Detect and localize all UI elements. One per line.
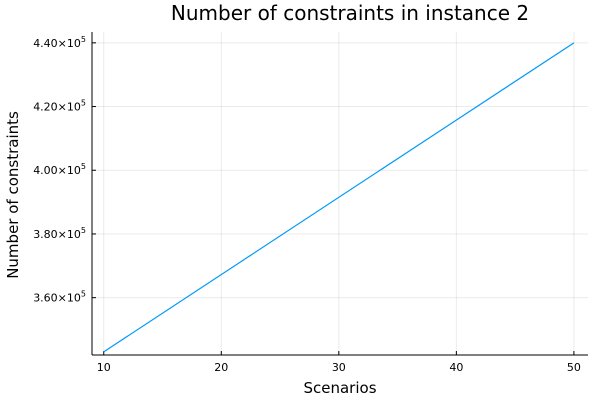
x-tick-label: 20 bbox=[214, 361, 228, 374]
y-tick-label: 4.40×105 bbox=[33, 35, 86, 50]
series-line bbox=[103, 42, 575, 353]
x-tick-label: 50 bbox=[567, 361, 581, 374]
axes bbox=[91, 32, 588, 356]
y-axis-title: Number of constraints bbox=[4, 111, 22, 279]
y-tick-label: 3.60×105 bbox=[33, 290, 86, 305]
x-tick-label: 10 bbox=[97, 361, 111, 374]
gridlines bbox=[92, 32, 588, 355]
chart-title: Number of constraints in instance 2 bbox=[171, 1, 529, 25]
x-tick-label: 30 bbox=[332, 361, 346, 374]
x-axis-title: Scenarios bbox=[303, 379, 376, 397]
series bbox=[103, 42, 575, 353]
y-tick-label: 3.80×105 bbox=[33, 226, 86, 241]
y-tick-label: 4.20×105 bbox=[33, 99, 86, 114]
ticks: 10 20 30 40 50 3.60×105 3.80×105 4.00×105 4.20×1… bbox=[33, 35, 581, 374]
x-tick-label: 40 bbox=[449, 361, 463, 374]
y-tick-label: 4.00×105 bbox=[33, 162, 86, 177]
